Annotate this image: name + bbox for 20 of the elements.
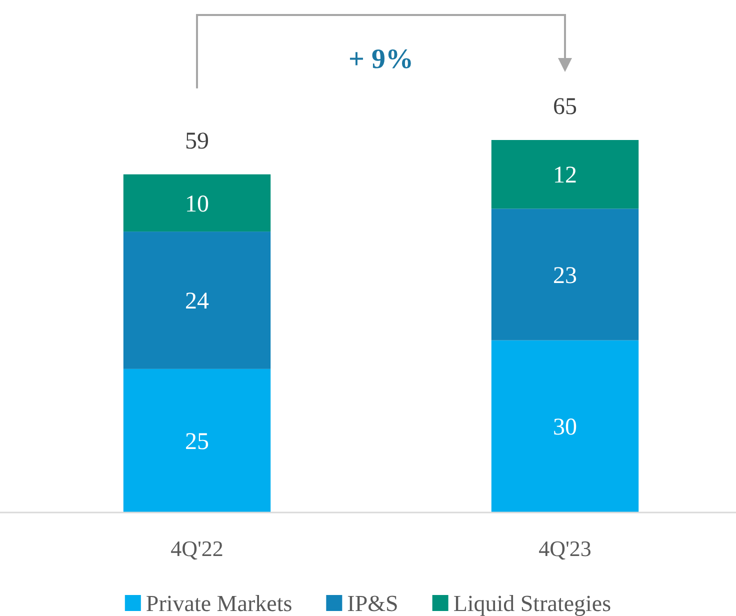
bar — [491, 140, 639, 209]
data-label: 12 — [553, 162, 577, 189]
legend-label: Liquid Strategies — [453, 591, 612, 616]
total-label: 65 — [553, 94, 577, 120]
bar — [123, 232, 271, 369]
x-tick-label: 4Q'22 — [170, 536, 224, 561]
bar — [123, 368, 271, 512]
bar — [491, 208, 639, 340]
data-label: 25 — [185, 428, 209, 455]
bar — [123, 174, 271, 232]
bar — [491, 340, 639, 512]
data-label: 24 — [185, 288, 209, 315]
data-label: 10 — [185, 191, 209, 218]
legend-label: Private Markets — [146, 591, 292, 616]
legend-label: IP&S — [347, 591, 398, 616]
data-label: 30 — [553, 414, 577, 441]
text: + 9% — [348, 44, 414, 75]
x-tick-label: 4Q'23 — [538, 536, 592, 561]
total-label: 59 — [185, 128, 209, 154]
data-label: 23 — [553, 262, 577, 289]
